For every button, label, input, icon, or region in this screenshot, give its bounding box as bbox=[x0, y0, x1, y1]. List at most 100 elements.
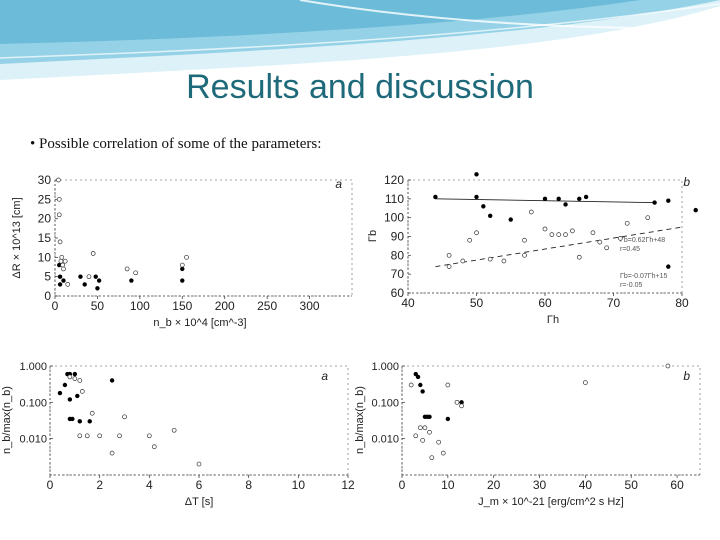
data-point-open bbox=[522, 237, 527, 243]
y-tick-label: 110 bbox=[385, 192, 404, 206]
y-tick-label: 1.000 bbox=[19, 361, 47, 373]
header-banner bbox=[0, 0, 720, 80]
x-tick-label: 6 bbox=[196, 478, 203, 492]
data-point-filled bbox=[418, 382, 423, 388]
data-point-open bbox=[454, 399, 460, 405]
data-point-filled bbox=[474, 194, 479, 200]
x-tick-label: 0 bbox=[47, 478, 54, 492]
data-point-open bbox=[117, 433, 122, 439]
legend-entry: r=0.45 bbox=[620, 246, 640, 253]
data-point-open bbox=[122, 414, 127, 420]
y-tick-label: 0.010 bbox=[371, 434, 399, 446]
data-point-open bbox=[576, 254, 582, 260]
data-point-open bbox=[72, 376, 78, 381]
data-point-open bbox=[61, 266, 66, 272]
x-tick-label: 300 bbox=[300, 299, 320, 313]
data-point-open bbox=[645, 215, 651, 221]
x-tick-label: 50 bbox=[470, 296, 484, 310]
data-point-filled bbox=[57, 282, 63, 287]
data-point-filled bbox=[481, 204, 486, 209]
panel-label: a bbox=[321, 369, 328, 383]
data-point-filled bbox=[420, 389, 425, 394]
x-tick-label: 40 bbox=[401, 296, 415, 310]
data-point-open bbox=[563, 232, 568, 237]
data-point-open bbox=[77, 378, 83, 383]
bullet-text: Possible correlation of some of the para… bbox=[39, 136, 322, 152]
data-point-filled bbox=[57, 262, 62, 268]
data-point-filled bbox=[129, 278, 134, 283]
data-point-open bbox=[79, 389, 85, 394]
data-point-open bbox=[59, 254, 65, 260]
data-point-filled bbox=[87, 419, 92, 424]
data-point-filled bbox=[459, 400, 464, 405]
data-point-open bbox=[56, 196, 62, 202]
data-point-filled bbox=[556, 196, 561, 202]
data-point-filled bbox=[77, 419, 83, 424]
data-point-open bbox=[109, 450, 115, 456]
data-point-open bbox=[57, 239, 63, 245]
x-tick-label: 10 bbox=[292, 478, 306, 492]
y-tick-label: 70 bbox=[391, 267, 405, 281]
data-point-open bbox=[446, 264, 452, 269]
y-tick-label: 0.010 bbox=[19, 434, 47, 446]
x-tick-label: 8 bbox=[245, 478, 252, 492]
data-point-filled bbox=[415, 374, 421, 380]
data-point-open bbox=[77, 433, 83, 439]
data-point-open bbox=[459, 403, 464, 409]
x-tick-label: 70 bbox=[607, 296, 621, 310]
data-point-open bbox=[90, 251, 96, 256]
data-point-filled bbox=[67, 397, 73, 402]
data-point-open bbox=[67, 374, 73, 380]
panel-label: b bbox=[683, 175, 690, 189]
data-point-open bbox=[549, 232, 555, 237]
fit-line-dashed bbox=[435, 226, 683, 268]
data-point-open bbox=[89, 410, 95, 416]
y-tick-label: 1.000 bbox=[371, 361, 399, 373]
data-point-filled bbox=[95, 286, 100, 291]
scatter-chart-top-right: 40 50 60 70 80 60 70 80 90 100 110 120 Γh Γb b Γb=0.62Γ… bbox=[367, 172, 698, 326]
scatter-chart-top-left: 0 50 100 150 200 250 300 0 5 10 15 20 25 30 n_b × 10^4… bbox=[11, 173, 353, 329]
data-point-filled bbox=[427, 414, 432, 419]
data-point-open bbox=[171, 427, 177, 433]
x-tick-label: 80 bbox=[675, 296, 689, 310]
data-point-filled bbox=[508, 217, 513, 222]
data-point-open bbox=[65, 282, 71, 287]
y-tick-label: 5 bbox=[44, 270, 51, 284]
data-point-filled bbox=[75, 393, 80, 399]
data-point-filled bbox=[474, 172, 479, 177]
data-point-open bbox=[408, 382, 414, 388]
x-axis-label: ΔT [s] bbox=[185, 496, 214, 508]
scatter-chart-bottom-right: 0 10 20 30 40 50 60 1.000 0.100 0.010 J_m × 10^-21… bbox=[355, 361, 701, 508]
data-point-filled bbox=[96, 278, 102, 283]
y-tick-label: 25 bbox=[38, 192, 52, 206]
data-point-open bbox=[570, 228, 575, 234]
y-tick-label: 30 bbox=[38, 173, 52, 187]
data-point-open bbox=[84, 433, 90, 439]
data-point-open bbox=[597, 239, 603, 245]
x-tick-label: 40 bbox=[579, 478, 593, 492]
data-point-open bbox=[665, 363, 671, 369]
x-tick-label: 0 bbox=[399, 478, 406, 492]
y-tick-label: 90 bbox=[391, 230, 405, 244]
x-axis-label: J_m × 10^-21 [erg/cm^2 s Hz] bbox=[478, 496, 624, 508]
data-point-open bbox=[604, 245, 609, 251]
data-point-open bbox=[417, 425, 423, 431]
data-point-open bbox=[62, 258, 68, 264]
y-tick-label: 0.100 bbox=[371, 397, 399, 409]
y-tick-label: 100 bbox=[384, 211, 404, 225]
data-point-open bbox=[422, 425, 428, 431]
x-tick-label: 50 bbox=[91, 299, 105, 313]
data-point-open bbox=[427, 429, 432, 435]
data-point-filled bbox=[652, 200, 657, 205]
y-tick-label: 60 bbox=[391, 286, 405, 300]
data-point-open bbox=[624, 220, 630, 226]
data-point-filled bbox=[57, 274, 63, 279]
x-tick-label: 20 bbox=[487, 478, 501, 492]
data-point-open bbox=[501, 258, 507, 264]
data-point-open bbox=[467, 237, 473, 243]
x-tick-label: 10 bbox=[441, 478, 455, 492]
y-axis-label: n_b/max(n_b) bbox=[355, 386, 366, 454]
data-point-filled bbox=[666, 264, 671, 269]
data-point-open bbox=[445, 382, 451, 388]
data-point-open bbox=[151, 444, 157, 450]
